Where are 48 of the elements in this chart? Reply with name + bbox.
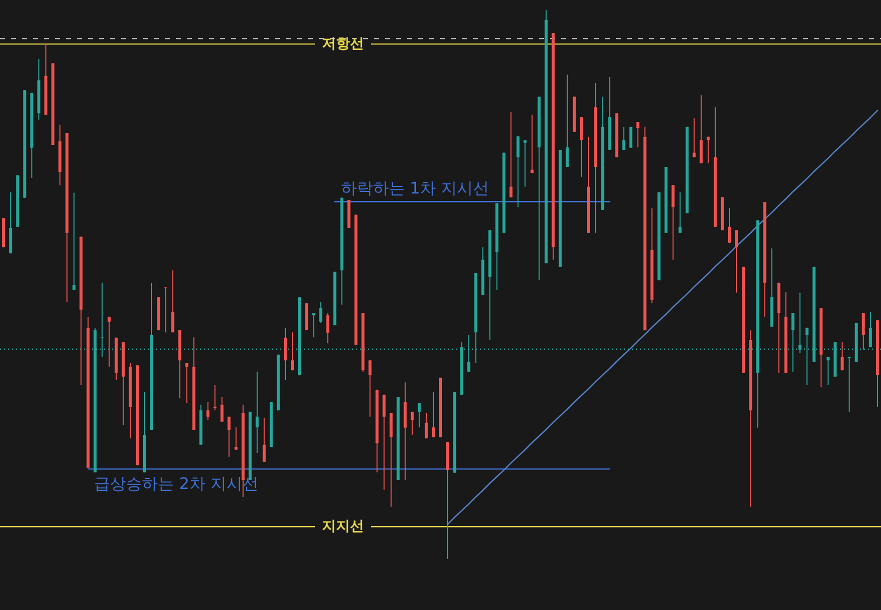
candlestick <box>418 402 421 428</box>
candlestick <box>312 312 316 338</box>
candlestick <box>206 401 210 421</box>
candlestick <box>706 136 710 164</box>
candlestick <box>382 394 386 490</box>
candlestick <box>636 121 640 148</box>
candlestick <box>530 114 534 174</box>
candlestick <box>868 311 872 348</box>
candlestick <box>524 140 527 188</box>
candlestick <box>728 208 731 244</box>
candlestick <box>516 136 520 208</box>
ref-line-label: 저항선 <box>322 36 364 52</box>
candlestick <box>319 302 322 324</box>
candlestick <box>672 184 675 260</box>
candlestick <box>108 316 111 368</box>
candlestick <box>566 74 569 168</box>
candlestick <box>213 384 216 411</box>
candlestick <box>185 362 188 404</box>
candlestick <box>164 286 168 333</box>
candlestick <box>368 360 372 418</box>
candlestick <box>848 356 851 412</box>
candlestick <box>234 426 238 450</box>
candlestick <box>509 112 512 198</box>
series-label: 하락하는 1차 지시선 <box>340 178 490 198</box>
candlestick <box>256 371 259 454</box>
candlestick <box>220 396 224 422</box>
candlestick <box>692 118 696 158</box>
candlestick <box>72 192 76 290</box>
candlestick <box>326 312 330 344</box>
candlestick <box>424 412 428 439</box>
candlestick <box>622 126 626 150</box>
candlestick <box>629 126 632 148</box>
candlestick <box>700 94 703 164</box>
candlestick <box>735 230 738 294</box>
candlestick <box>432 392 435 438</box>
candlestick <box>228 416 231 458</box>
candlestick <box>580 116 583 178</box>
candlestick <box>290 332 294 371</box>
candlestick <box>467 334 470 372</box>
candlestick <box>171 270 174 333</box>
candlestick <box>840 342 844 371</box>
candlestick <box>678 192 682 234</box>
candlestick <box>862 312 865 350</box>
candlestick <box>826 356 830 386</box>
ref-line-label: 지지선 <box>322 518 364 535</box>
candlestick <box>262 417 266 462</box>
candlestick <box>284 327 287 381</box>
candlestick <box>410 411 414 436</box>
